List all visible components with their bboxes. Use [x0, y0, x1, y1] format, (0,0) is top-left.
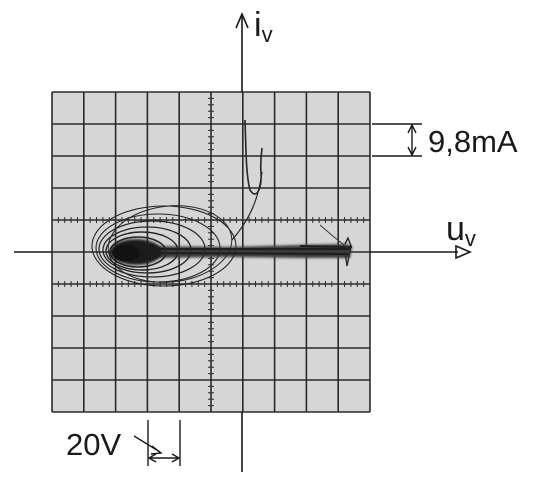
scale-arrow-right-icon [171, 453, 181, 463]
current-axis-label: iv [254, 6, 273, 47]
scale-arrow-down-icon [407, 146, 417, 157]
horizontal-scale-label: 20V [66, 427, 121, 462]
current-axis-label-main: i [254, 6, 262, 44]
trace-spiral-loops [91, 205, 237, 287]
spiral-loop [105, 231, 179, 271]
trace-horizontal-band [149, 236, 353, 267]
scale-leader-arrow-icon [150, 445, 163, 455]
trace-small-diagonal [319, 224, 349, 249]
spiral-loop [102, 226, 192, 274]
vertical-scale-label: 9,8mA [428, 124, 518, 159]
spiral-loop [98, 220, 206, 278]
current-axis-label-sub: v [262, 22, 273, 47]
spiral-loop [107, 205, 233, 283]
trace-descending-branch [231, 171, 263, 241]
voltage-axis-label: uv [446, 210, 476, 251]
current-axis-arrow-icon [235, 11, 249, 29]
horizontal-scale-indicator [133, 420, 181, 466]
vertical-scale-indicator [372, 123, 422, 157]
voltage-axis-label-main: u [446, 210, 465, 248]
scale-arrow-left-icon [147, 453, 157, 463]
voltage-axis-arrow-icon [455, 244, 473, 260]
trace-rising-branch [244, 119, 263, 195]
scale-arrow-up-icon [407, 123, 417, 134]
voltage-axis-label-sub: v [465, 226, 476, 251]
trace-spiral-core-dark [112, 245, 140, 261]
